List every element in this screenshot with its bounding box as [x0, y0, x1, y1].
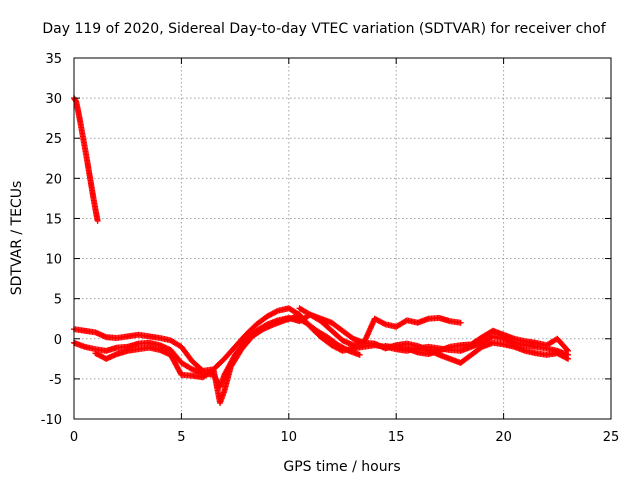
x-tick-label: 5	[177, 430, 185, 445]
y-tick-label: 15	[45, 212, 62, 227]
y-axis-label: SDTVAR / TECUs	[9, 181, 25, 296]
series-initial-decay	[71, 95, 101, 224]
y-tick-label: 25	[45, 132, 62, 147]
series-trace-e	[382, 327, 572, 358]
y-tick-label: 10	[45, 253, 62, 268]
x-tick-label: 10	[281, 430, 298, 445]
y-tick-label: 30	[45, 92, 62, 107]
series-trace-d	[296, 305, 464, 346]
y-tick-label: 0	[54, 333, 62, 348]
x-tick-label: 20	[495, 430, 512, 445]
x-tick-label: 0	[70, 430, 78, 445]
y-tick-label: 20	[45, 172, 62, 187]
axis-ticks: 0 5 10 15 20 25 -10 -5 0 5 10 15 20 25 30 35	[41, 52, 620, 445]
data-marks	[71, 95, 572, 406]
plot-frame	[73, 57, 612, 420]
y-tick-label: -10	[41, 413, 62, 428]
grid	[74, 58, 611, 419]
y-tick-label: 5	[54, 293, 62, 308]
series-trace-c	[92, 314, 363, 406]
x-tick-label: 25	[603, 430, 620, 445]
y-tick-label: -5	[49, 373, 62, 388]
series-trace-a	[71, 305, 572, 374]
y-tick-label: 35	[45, 52, 62, 67]
x-tick-label: 15	[388, 430, 405, 445]
chart-title: Day 119 of 2020, Sidereal Day-to-day VTE…	[42, 21, 606, 37]
x-axis-label: GPS time / hours	[283, 459, 400, 475]
